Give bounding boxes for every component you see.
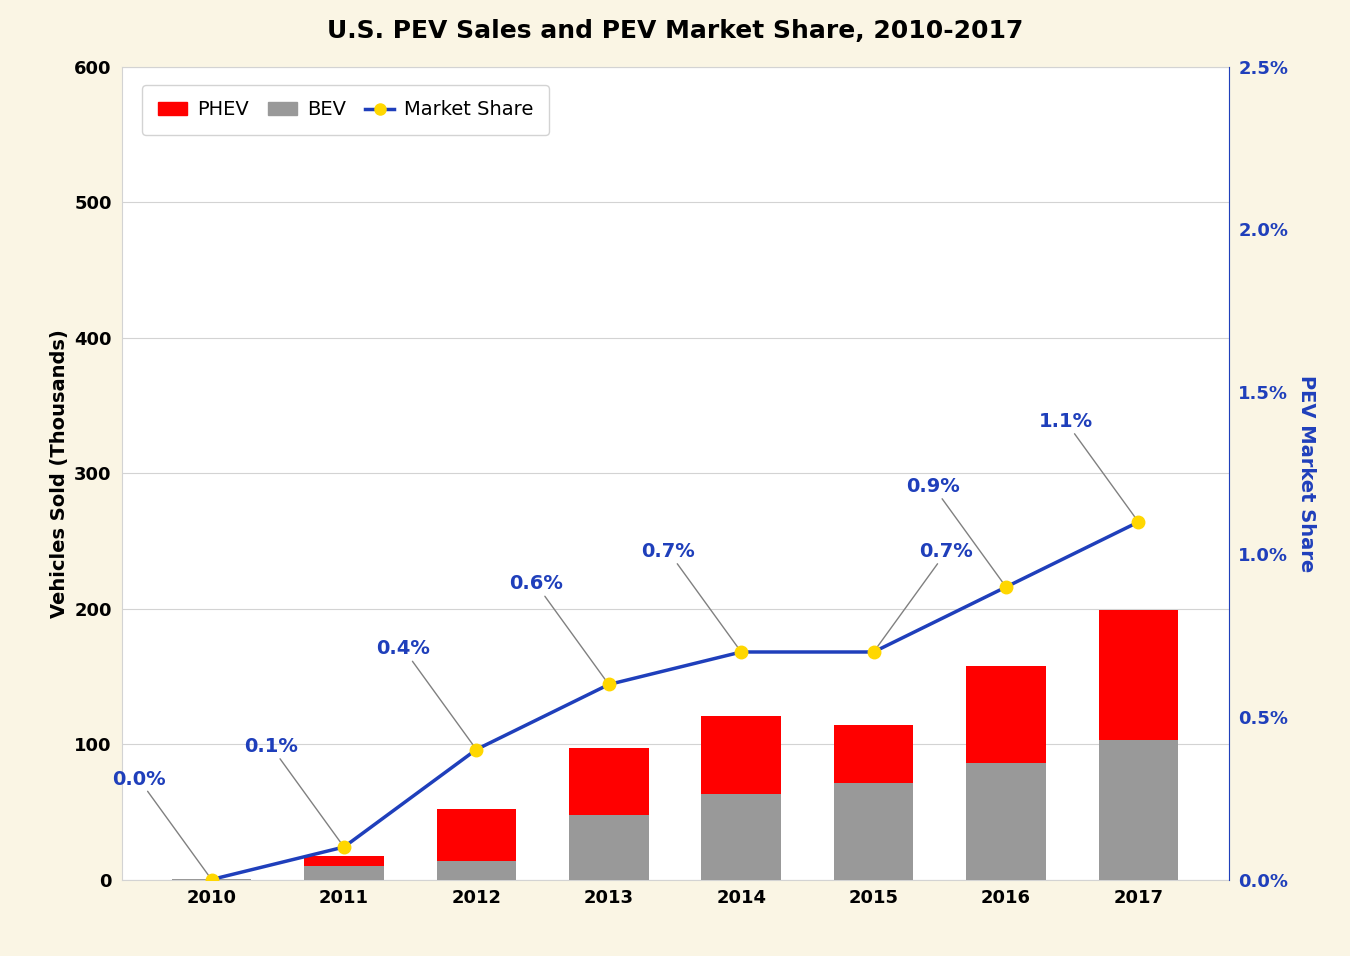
Bar <box>967 665 1046 763</box>
Bar <box>967 763 1046 880</box>
Text: 0.7%: 0.7% <box>641 542 738 648</box>
Market Share <box>204 874 220 885</box>
Bar <box>570 749 648 815</box>
Bar <box>834 726 914 783</box>
Y-axis label: Vehicles Sold (Thousands): Vehicles Sold (Thousands) <box>50 329 69 618</box>
Market Share <box>865 646 882 658</box>
Market Share <box>601 679 617 690</box>
Text: 1.1%: 1.1% <box>1038 412 1135 518</box>
Text: 0.1%: 0.1% <box>244 737 342 843</box>
Bar <box>1099 610 1179 740</box>
Line: Market Share: Market Share <box>205 515 1145 886</box>
Y-axis label: PEV Market Share: PEV Market Share <box>1297 375 1316 572</box>
Text: 0.6%: 0.6% <box>509 575 606 681</box>
Market Share <box>998 581 1014 593</box>
Text: 0.0%: 0.0% <box>112 770 209 876</box>
Bar <box>304 866 383 880</box>
Bar <box>436 860 516 880</box>
Bar <box>1099 740 1179 880</box>
Text: 0.7%: 0.7% <box>876 542 973 648</box>
Bar <box>304 856 383 866</box>
Market Share <box>336 841 352 853</box>
Bar <box>436 809 516 860</box>
Bar <box>702 794 780 880</box>
Market Share <box>468 744 485 755</box>
Text: 0.4%: 0.4% <box>377 640 474 746</box>
Legend: PHEV, BEV, Market Share: PHEV, BEV, Market Share <box>142 85 549 135</box>
Text: U.S. PEV Sales and PEV Market Share, 2010-2017: U.S. PEV Sales and PEV Market Share, 201… <box>327 19 1023 43</box>
Market Share <box>1130 516 1146 528</box>
Text: 0.9%: 0.9% <box>906 477 1003 583</box>
Bar <box>834 783 914 880</box>
Bar <box>570 815 648 880</box>
Market Share <box>733 646 749 658</box>
Bar <box>702 716 780 794</box>
